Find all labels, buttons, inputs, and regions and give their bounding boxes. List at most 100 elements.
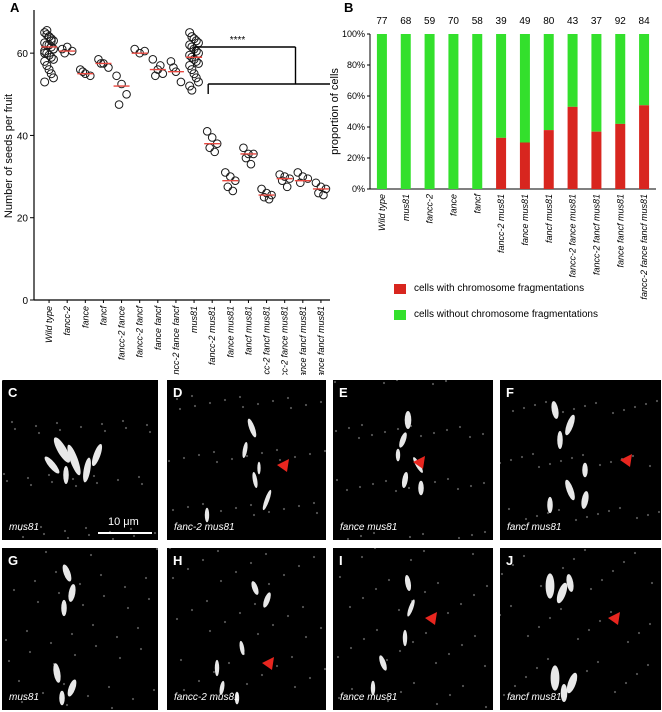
bar-with-fragmentation (639, 105, 650, 189)
background-speckle (79, 425, 83, 429)
bar-count-label: 49 (519, 16, 531, 27)
background-speckle (422, 549, 426, 553)
background-speckle (502, 693, 506, 697)
background-speckle (264, 552, 268, 556)
x-tick-label: fancc-2 (62, 306, 72, 336)
background-speckle (459, 602, 463, 606)
background-speckle (485, 584, 489, 588)
background-speckle (335, 478, 339, 482)
background-speckle (153, 531, 157, 535)
background-speckle (360, 423, 364, 427)
background-speckle (609, 610, 613, 614)
background-speckle (559, 607, 563, 611)
background-speckle (205, 599, 209, 603)
background-speckle (648, 622, 652, 626)
background-speckle (10, 420, 14, 424)
data-point (122, 89, 131, 99)
background-speckle (148, 430, 152, 434)
background-speckle (182, 688, 186, 692)
background-speckle (537, 625, 541, 629)
background-speckle (500, 613, 502, 617)
background-speckle (572, 557, 576, 561)
background-speckle (358, 485, 362, 489)
background-speckle (131, 697, 135, 701)
background-speckle (561, 410, 565, 414)
background-speckle (36, 600, 40, 604)
background-speckle (193, 404, 197, 408)
background-speckle (446, 477, 450, 481)
background-speckle (483, 664, 487, 668)
background-speckle (290, 655, 294, 659)
background-speckle (359, 534, 363, 538)
x-tick-label: mus81 (189, 306, 199, 333)
fragment-arrow-icon (620, 454, 632, 467)
background-speckle (539, 584, 543, 588)
background-speckle (483, 530, 487, 534)
background-speckle (396, 427, 400, 431)
chromosome-blob (67, 679, 77, 697)
background-speckle (374, 587, 378, 591)
legend-label: cells without chromosome fragmentations (414, 309, 598, 320)
chromosome-blob (395, 448, 401, 462)
chromosome-blob (53, 437, 71, 463)
background-speckle (583, 404, 587, 408)
background-speckle (346, 537, 350, 540)
micrograph-image (4, 548, 158, 710)
chromosome-blob (262, 489, 272, 511)
data-point (226, 172, 235, 181)
bar-count-label: 37 (591, 16, 603, 27)
background-speckle (382, 381, 386, 385)
background-speckle (282, 573, 286, 577)
x-tick-label: fancc-2 fancf mus81 (591, 194, 601, 275)
data-point (48, 54, 58, 64)
background-speckle (370, 433, 374, 437)
y-axis-label: proportion of cells (330, 68, 341, 155)
x-tick-label: fance fancf mus81 (298, 306, 308, 375)
bar-without-fragmentation (615, 34, 626, 124)
x-tick-label: Wild type (44, 306, 54, 343)
bar-with-fragmentation (519, 142, 530, 189)
background-speckle (102, 594, 106, 598)
background-speckle (260, 673, 264, 677)
x-tick-label: fancf (98, 305, 108, 326)
background-speckle (385, 658, 389, 662)
background-speckle (289, 406, 293, 410)
background-speckle (471, 552, 475, 556)
background-speckle (84, 526, 88, 530)
background-speckle (520, 455, 524, 459)
chromosome-blob (404, 411, 412, 429)
background-speckle (297, 504, 301, 508)
background-speckle (249, 561, 253, 565)
data-point (303, 174, 313, 183)
background-speckle (78, 582, 82, 586)
background-speckle (293, 455, 297, 459)
fragment-arrow-icon (608, 612, 620, 625)
x-tick-label: fancc-2 fance fancf mus81 (316, 306, 326, 375)
background-speckle (384, 479, 388, 483)
background-speckle (245, 454, 249, 458)
background-speckle (522, 554, 526, 558)
scale-bar (98, 532, 152, 534)
background-speckle (469, 484, 473, 488)
bar-without-fragmentation (424, 34, 435, 189)
background-speckle (421, 532, 425, 536)
background-speckle (234, 570, 238, 574)
background-speckle (574, 518, 578, 522)
chromosome-blob (379, 655, 387, 671)
background-speckle (460, 643, 464, 647)
background-speckle (129, 527, 133, 531)
legend-swatch (394, 284, 406, 294)
x-tick-label: Wild type (377, 194, 387, 231)
background-speckle (470, 533, 474, 537)
data-point (140, 46, 149, 56)
y-axis-label: Number of seeds per fruit (3, 94, 15, 218)
x-tick-label: fance (80, 306, 90, 328)
data-point (104, 63, 113, 72)
chromosome-blob (62, 564, 72, 582)
background-speckle (655, 399, 659, 403)
chromosome-blob (407, 599, 415, 617)
background-speckle (323, 449, 326, 453)
